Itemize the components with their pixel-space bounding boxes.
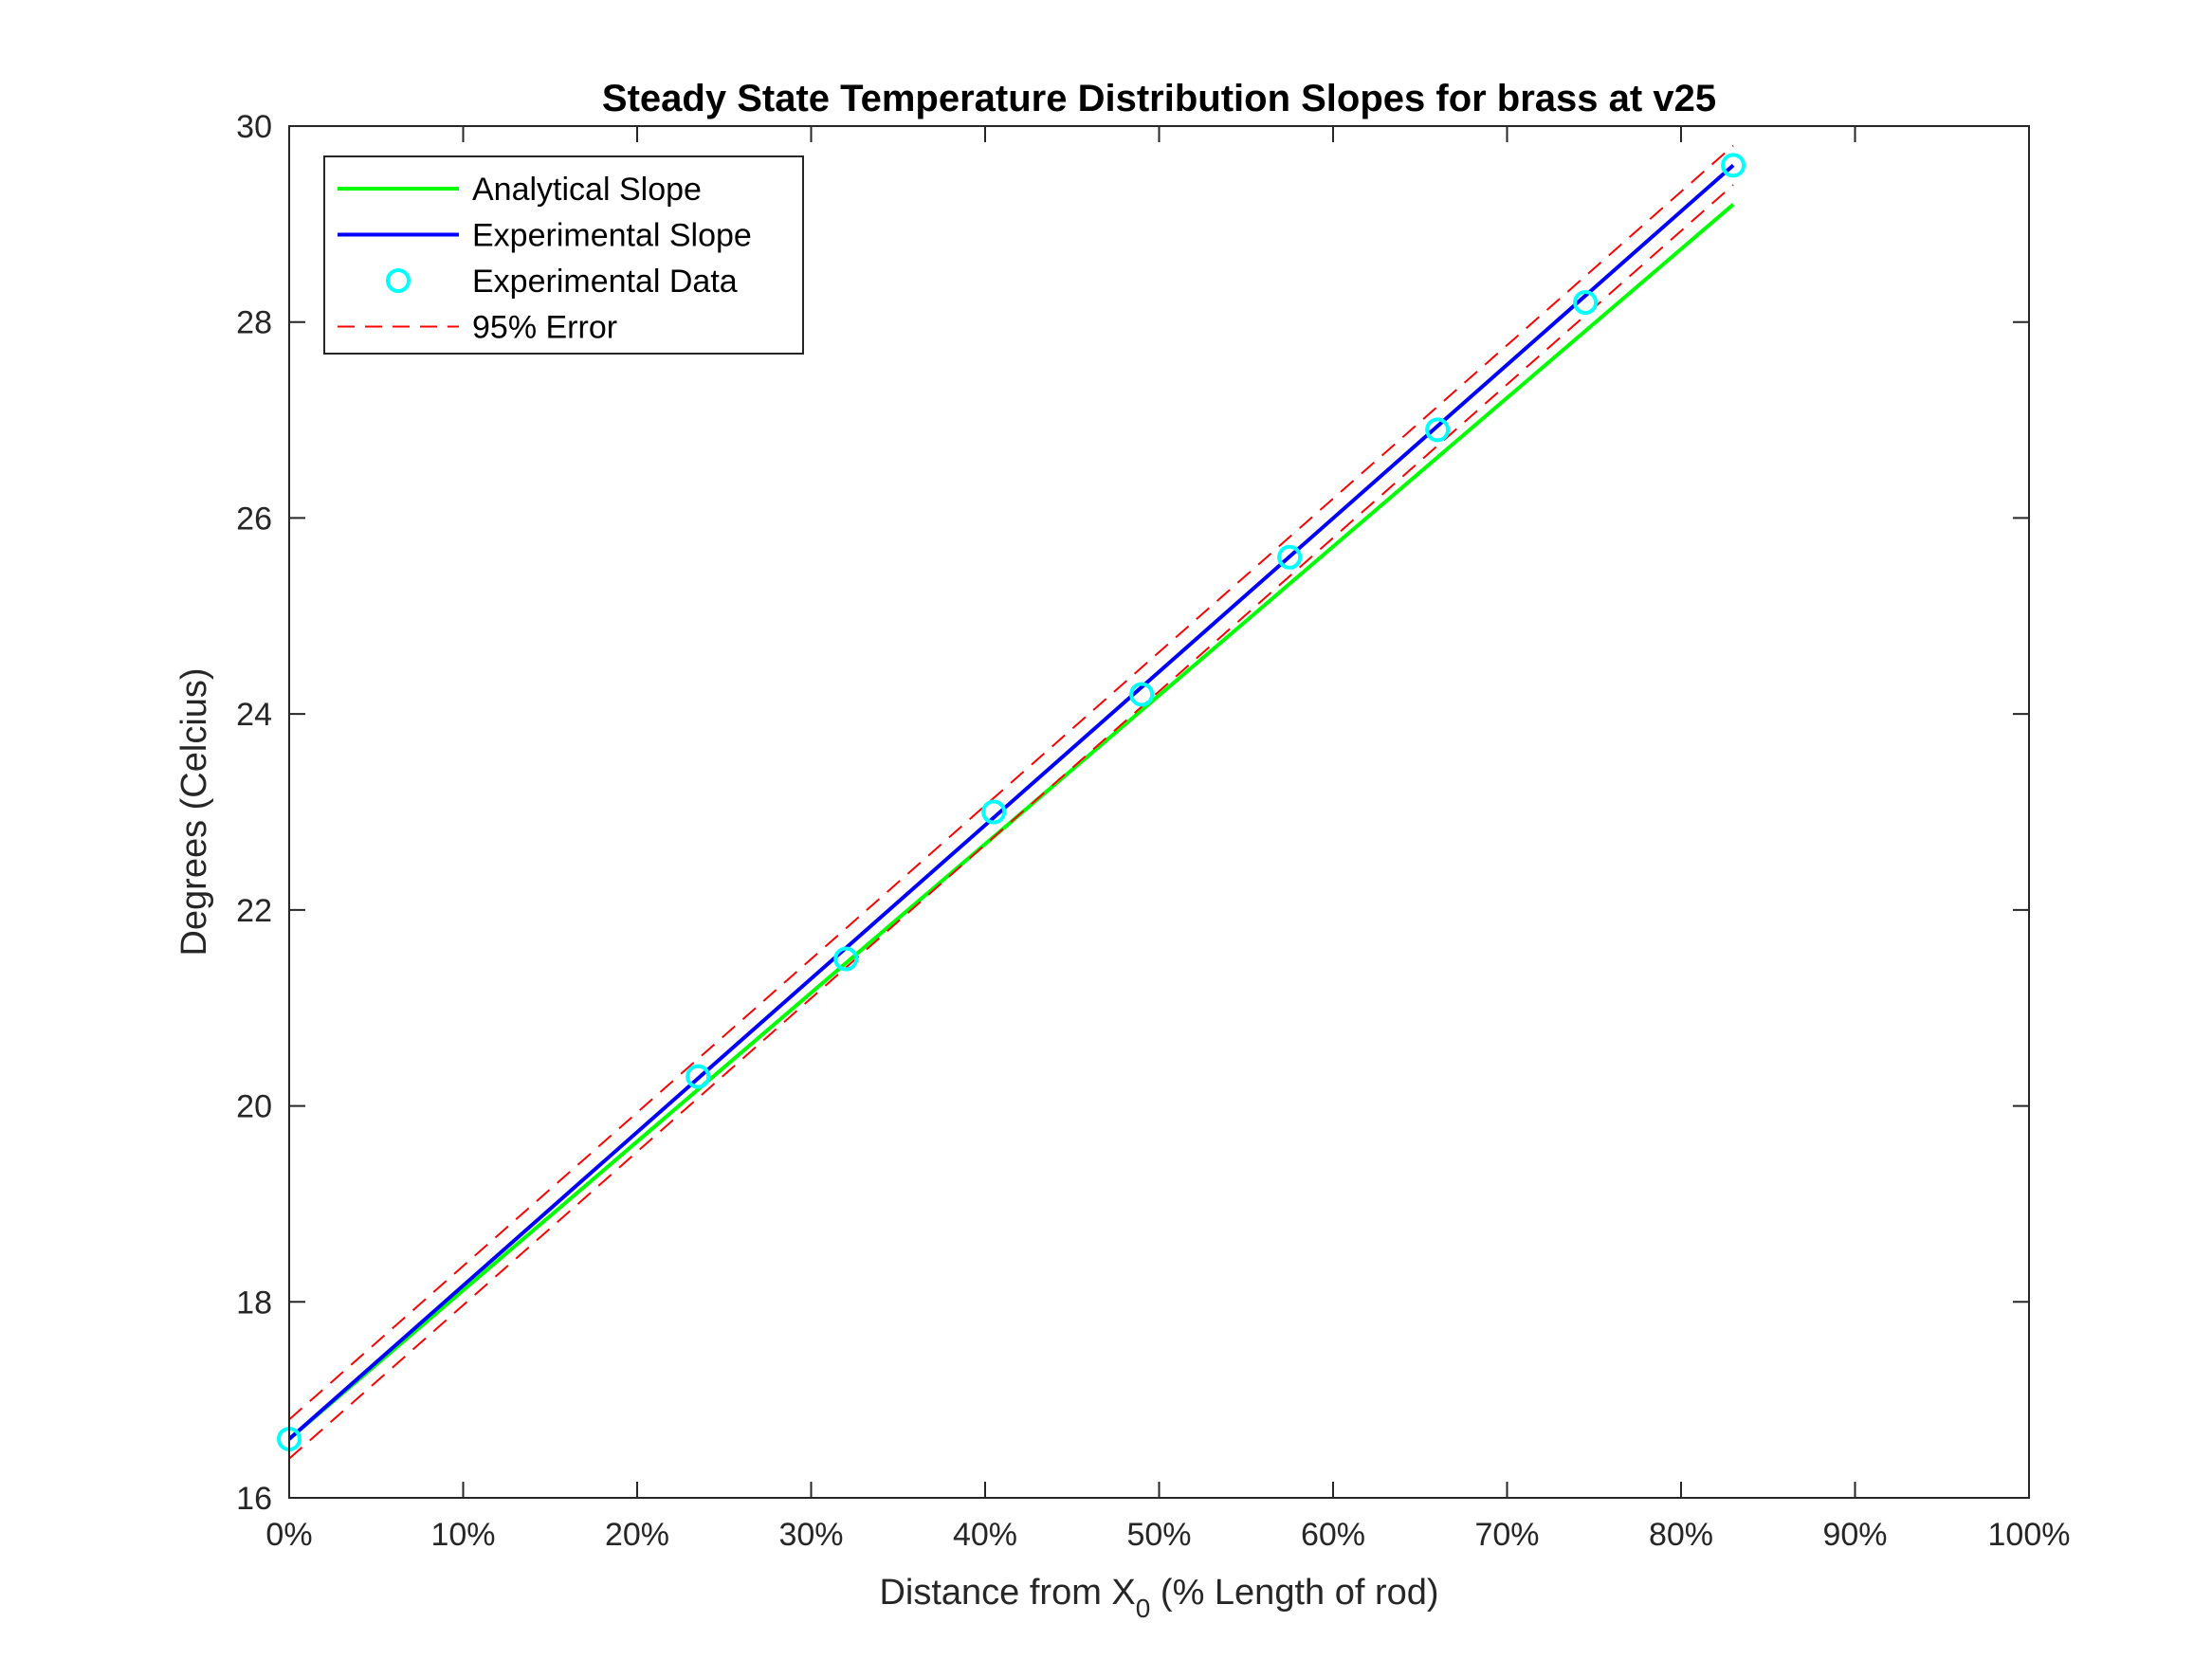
x-axis-label-subscript: 0 <box>1136 1594 1151 1623</box>
x-tick-label: 40% <box>953 1517 1017 1553</box>
x-axis-label-prefix: Distance from X <box>879 1573 1135 1613</box>
y-tick-label: 26 <box>236 501 272 537</box>
x-tick-label: 0% <box>265 1517 312 1553</box>
x-tick-label: 70% <box>1474 1517 1539 1553</box>
y-tick-label: 16 <box>236 1481 272 1517</box>
data-point <box>981 799 1007 825</box>
data-point <box>686 1064 711 1089</box>
legend-label: Analytical Slope <box>472 172 702 208</box>
data-point <box>1721 153 1746 178</box>
series-layer <box>277 144 1746 1460</box>
x-tick-label: 100% <box>1988 1517 2071 1553</box>
data-point <box>1129 682 1155 707</box>
y-tick-label: 30 <box>236 109 272 145</box>
data-point <box>1425 417 1451 443</box>
legend-label: 95% Error <box>472 310 617 346</box>
x-tick-label: 10% <box>430 1517 495 1553</box>
x-tick-label: 60% <box>1301 1517 1365 1553</box>
x-axis-label-suffix: (% Length of rod) <box>1150 1573 1438 1613</box>
y-tick-label: 24 <box>236 697 272 733</box>
x-tick-label: 80% <box>1649 1517 1713 1553</box>
chart-title: Steady State Temperature Distribution Sl… <box>602 78 1716 119</box>
data-point <box>833 946 859 972</box>
data-point <box>1277 544 1303 570</box>
legend-marker <box>386 268 411 293</box>
x-tick-label: 20% <box>605 1517 669 1553</box>
axes-box <box>288 125 2030 1499</box>
error-bound-lower <box>288 184 1734 1460</box>
legend-label: Experimental Data <box>472 264 738 300</box>
legend: Analytical Slope Experimental Slope Experi… <box>323 155 804 355</box>
y-tick-label: 28 <box>236 305 272 341</box>
experimental-slope-line <box>287 163 1735 1441</box>
plot-area <box>289 126 2029 1498</box>
legend-label: Experimental Slope <box>472 218 752 254</box>
ticks: 0% 10% 20% 30% 40% 50% 60% 70% 80% 90% 100% 16 18 20 2… <box>236 109 2070 1553</box>
data-point <box>1573 290 1599 316</box>
x-tick-label: 90% <box>1822 1517 1887 1553</box>
y-tick-label: 18 <box>236 1285 272 1321</box>
error-bound-upper <box>288 144 1734 1421</box>
y-axis-label: Degrees (Celcius) <box>174 667 214 956</box>
y-tick-label: 20 <box>236 1089 272 1125</box>
y-tick-label: 22 <box>236 893 272 929</box>
x-axis-label: Distance from X0 (% Length of rod) <box>879 1573 1438 1623</box>
x-tick-label: 50% <box>1126 1517 1191 1553</box>
x-tick-label: 30% <box>778 1517 843 1553</box>
